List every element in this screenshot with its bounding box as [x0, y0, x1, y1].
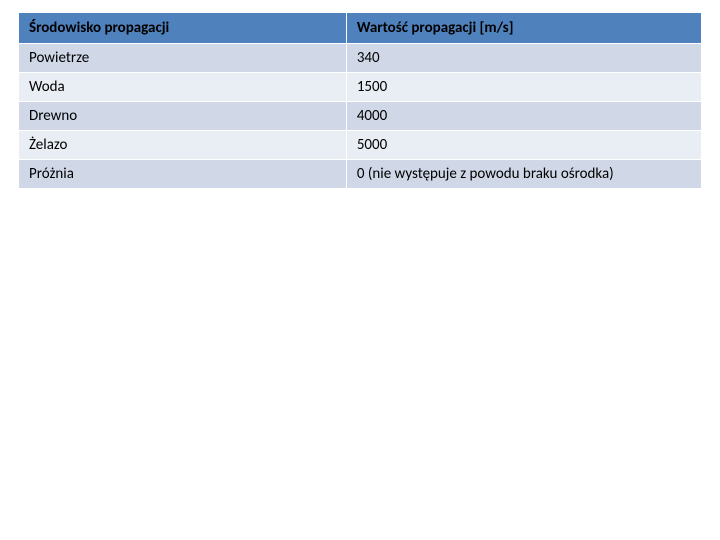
cell-value: 4000 [346, 102, 701, 131]
column-header-value: Wartość propagacji [m/s] [346, 13, 701, 44]
table-row: Drewno 4000 [19, 102, 702, 131]
cell-value: 5000 [346, 131, 701, 160]
cell-environment: Drewno [19, 102, 347, 131]
table-body: Powietrze 340 Woda 1500 Drewno 4000 Żela… [19, 44, 702, 189]
propagation-table: Środowisko propagacji Wartość propagacji… [18, 12, 702, 189]
column-header-environment: Środowisko propagacji [19, 13, 347, 44]
table-row: Żelazo 5000 [19, 131, 702, 160]
cell-environment: Powietrze [19, 44, 347, 73]
table-row: Powietrze 340 [19, 44, 702, 73]
cell-value: 0 (nie występuje z powodu braku ośrodka) [346, 160, 701, 189]
cell-environment: Woda [19, 73, 347, 102]
table-header: Środowisko propagacji Wartość propagacji… [19, 13, 702, 44]
table-header-row: Środowisko propagacji Wartość propagacji… [19, 13, 702, 44]
cell-value: 1500 [346, 73, 701, 102]
cell-environment: Żelazo [19, 131, 347, 160]
cell-environment: Próżnia [19, 160, 347, 189]
table-row: Próżnia 0 (nie występuje z powodu braku … [19, 160, 702, 189]
table-row: Woda 1500 [19, 73, 702, 102]
cell-value: 340 [346, 44, 701, 73]
